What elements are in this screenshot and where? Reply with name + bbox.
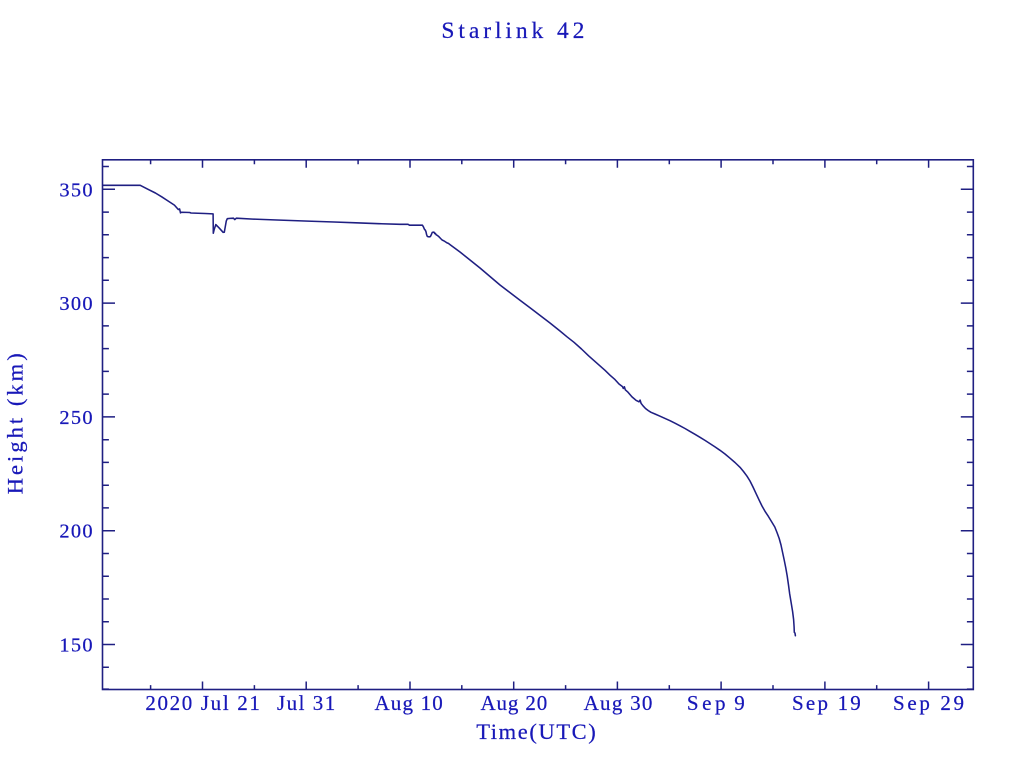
- svg-text:Height (km): Height (km): [3, 353, 28, 494]
- svg-text:Time(UTC): Time(UTC): [476, 719, 596, 744]
- svg-text:350: 350: [59, 179, 92, 201]
- svg-text:Aug 20: Aug 20: [481, 691, 548, 715]
- svg-text:2020 Jul 21: 2020 Jul 21: [145, 691, 260, 715]
- svg-text:250: 250: [59, 407, 92, 429]
- svg-text:Aug 30: Aug 30: [584, 691, 653, 715]
- svg-text:300: 300: [59, 293, 92, 315]
- svg-text:Sep 19: Sep 19: [792, 691, 861, 715]
- svg-text:200: 200: [59, 521, 92, 543]
- svg-text:Aug 10: Aug 10: [374, 691, 442, 715]
- svg-text:Sep: Sep: [687, 691, 726, 715]
- svg-text:150: 150: [59, 635, 92, 657]
- svg-text:Jul 31: Jul 31: [277, 691, 335, 715]
- svg-text:9: 9: [734, 691, 745, 715]
- svg-text:Sep 29: Sep 29: [893, 691, 964, 715]
